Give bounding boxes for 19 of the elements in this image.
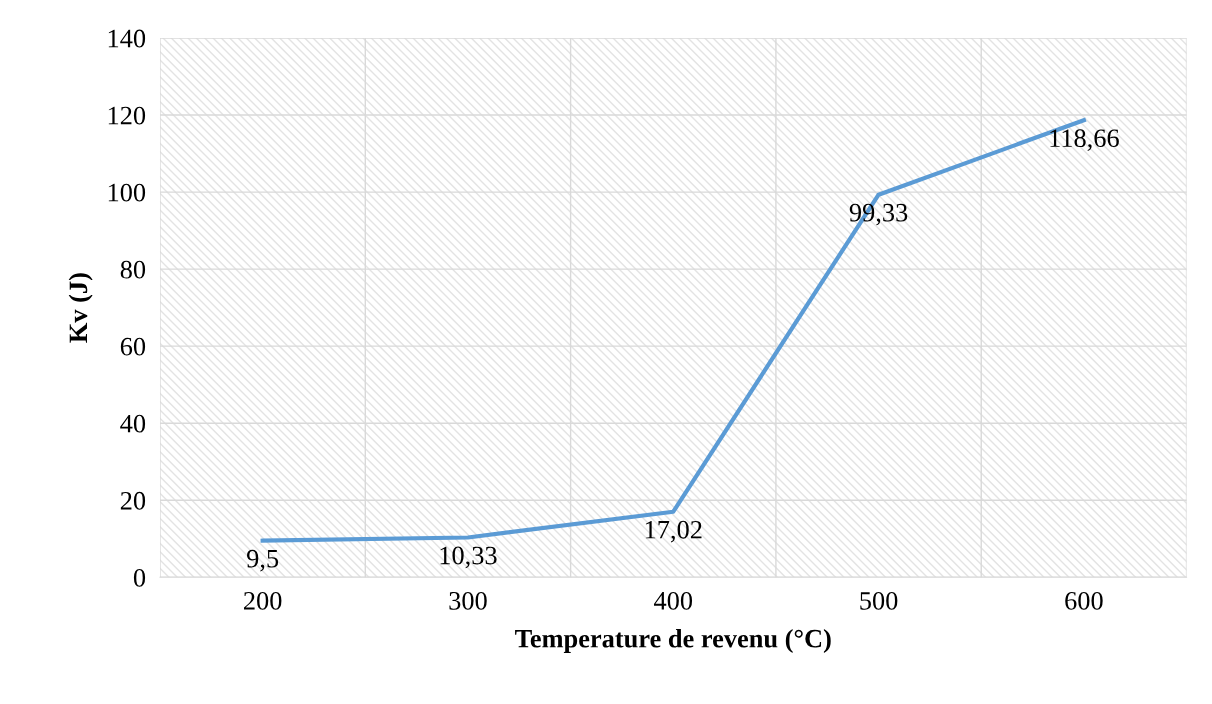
y-tick-label: 140 [108, 29, 146, 48]
y-tick-label: 20 [120, 491, 146, 510]
y-tick-label: 100 [108, 183, 146, 202]
y-tick-label: 60 [120, 337, 146, 356]
x-tick-label: 200 [244, 591, 282, 610]
y-tick-label: 120 [108, 106, 146, 125]
x-axis-title: Temperature de revenu (°C) [515, 628, 831, 653]
x-tick-label: 300 [449, 591, 487, 610]
data-label: 118,66 [1050, 129, 1119, 151]
x-tick-label: 500 [860, 591, 898, 610]
data-label: 9,5 [247, 549, 279, 572]
y-tick-label: 40 [120, 414, 146, 433]
data-label: 10,33 [440, 546, 497, 569]
y-tick-label: 80 [120, 260, 146, 279]
x-tick-label: 400 [653, 591, 693, 610]
x-tick-label: 600 [1065, 591, 1103, 610]
y-axis-title: Kv (J) [68, 273, 93, 343]
y-tick-label: 0 [133, 568, 146, 587]
data-label: 17,02 [645, 520, 702, 543]
